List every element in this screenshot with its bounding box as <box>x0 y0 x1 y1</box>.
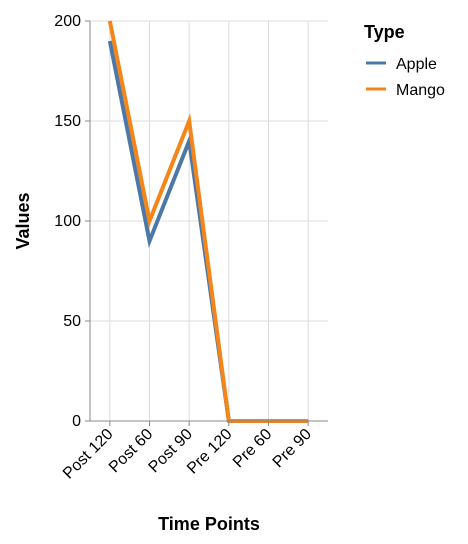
x-axis-title: Time Points <box>158 514 260 534</box>
x-tick-label: Pre 60 <box>230 426 275 471</box>
y-tick-label: 0 <box>72 413 81 430</box>
grid <box>90 20 328 422</box>
y-tick-label: 150 <box>54 113 81 130</box>
y-axis-title: Values <box>13 192 33 249</box>
legend-title: Type <box>364 22 405 42</box>
legend-label-mango: Mango <box>396 82 445 99</box>
x-tick-label: Pre 90 <box>270 426 315 471</box>
x-tick-label: Pre 120 <box>184 426 236 478</box>
series-line-apple <box>107 40 309 423</box>
legend: Type Apple Mango <box>364 22 445 99</box>
legend-items: Apple Mango <box>366 56 445 99</box>
y-tick-label: 100 <box>54 213 81 230</box>
y-tick-label: 50 <box>63 313 81 330</box>
y-axis-ticks: 0 50 100 150 200 <box>54 13 90 430</box>
y-tick-label: 200 <box>54 13 81 30</box>
x-tick-label: Post 120 <box>60 426 117 483</box>
legend-label-apple: Apple <box>396 56 437 73</box>
